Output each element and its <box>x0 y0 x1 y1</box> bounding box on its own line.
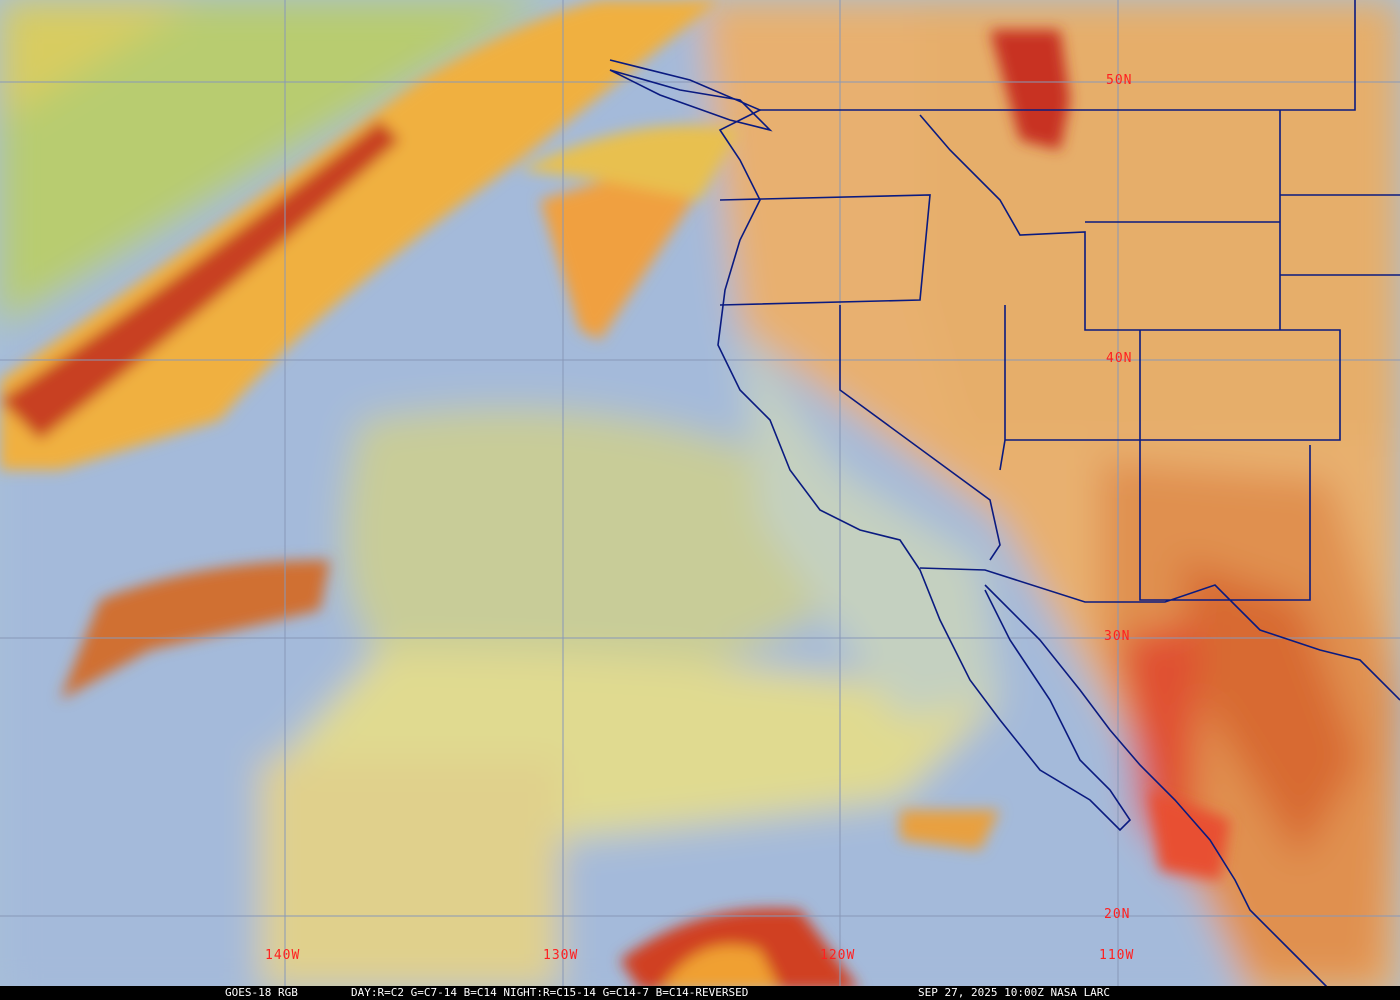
state-borders <box>719 110 1400 701</box>
rgb-recipe: DAY:R=C2 G=C7-14 B=C14 NIGHT:R=C15-14 G=… <box>351 986 749 999</box>
lon-label-110w: 110W <box>1099 948 1135 963</box>
lat-label-50n: 50N <box>1106 73 1133 88</box>
lat-label-20n: 20N <box>1104 907 1131 922</box>
mexico-coast-line <box>984 584 1331 991</box>
lon-label-130w: 130W <box>543 948 579 963</box>
timestamp: SEP 27, 2025 10:00Z NASA LARC <box>918 986 1111 999</box>
lon-label-120w: 120W <box>820 948 856 963</box>
lon-label-140w: 140W <box>265 948 301 963</box>
satellite-name: GOES-18 RGB <box>225 986 298 999</box>
lat-label-40n: 40N <box>1106 351 1133 366</box>
caption-bar: GOES-18 RGB DAY:R=C2 G=C7-14 B=C14 NIGHT… <box>0 986 1400 1000</box>
canada-us-border <box>760 0 1356 111</box>
coastlines-and-borders <box>609 0 1400 991</box>
lat-label-30n: 30N <box>1104 629 1131 644</box>
west-coast-line <box>609 59 1132 832</box>
vancouver-island <box>609 69 773 132</box>
